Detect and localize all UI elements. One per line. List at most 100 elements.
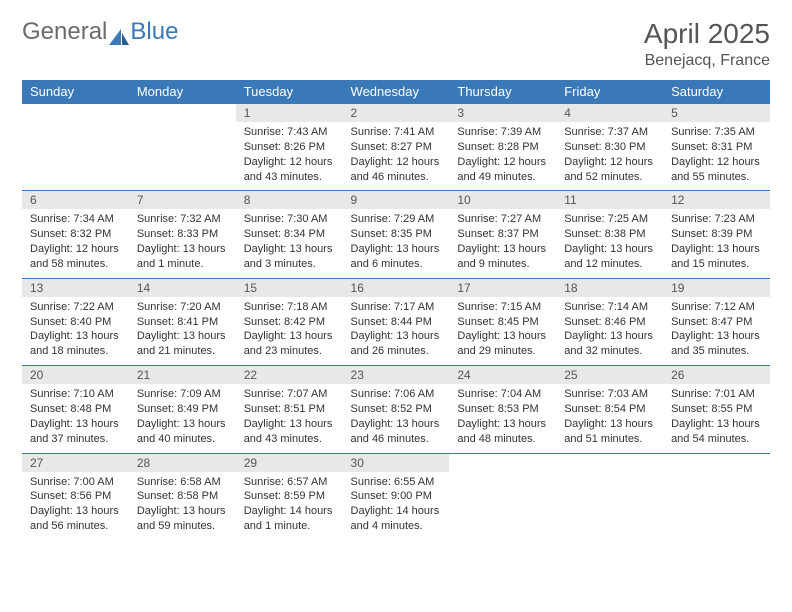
daylight-line: Daylight: 13 hours and 21 minutes.	[137, 329, 228, 359]
day-content-cell	[129, 122, 236, 191]
sunrise-line: Sunrise: 7:03 AM	[564, 387, 655, 402]
day-content-cell: Sunrise: 7:27 AMSunset: 8:37 PMDaylight:…	[449, 209, 556, 278]
daylight-line: Daylight: 13 hours and 9 minutes.	[457, 242, 548, 272]
sunset-line: Sunset: 8:41 PM	[137, 315, 228, 330]
daylight-line: Daylight: 12 hours and 52 minutes.	[564, 155, 655, 185]
day-content-cell: Sunrise: 7:09 AMSunset: 8:49 PMDaylight:…	[129, 384, 236, 453]
daylight-line: Daylight: 13 hours and 56 minutes.	[30, 504, 121, 534]
day-number-cell	[663, 453, 770, 472]
day-number-cell: 8	[236, 191, 343, 210]
weekday-header-row: SundayMondayTuesdayWednesdayThursdayFrid…	[22, 80, 770, 104]
calendar-table: SundayMondayTuesdayWednesdayThursdayFrid…	[22, 80, 770, 540]
week-daynum-row: 20212223242526	[22, 366, 770, 385]
day-content-cell: Sunrise: 7:39 AMSunset: 8:28 PMDaylight:…	[449, 122, 556, 191]
weekday-header: Friday	[556, 80, 663, 104]
sunrise-line: Sunrise: 7:12 AM	[671, 300, 762, 315]
daylight-line: Daylight: 12 hours and 55 minutes.	[671, 155, 762, 185]
brand-text-1: General	[22, 18, 107, 46]
sunset-line: Sunset: 8:40 PM	[30, 315, 121, 330]
sunrise-line: Sunrise: 7:23 AM	[671, 212, 762, 227]
sunset-line: Sunset: 8:53 PM	[457, 402, 548, 417]
sunset-line: Sunset: 8:46 PM	[564, 315, 655, 330]
day-number-cell: 26	[663, 366, 770, 385]
day-content-cell: Sunrise: 7:12 AMSunset: 8:47 PMDaylight:…	[663, 297, 770, 366]
week-daynum-row: 13141516171819	[22, 278, 770, 297]
daylight-line: Daylight: 13 hours and 23 minutes.	[244, 329, 335, 359]
week-content-row: Sunrise: 7:43 AMSunset: 8:26 PMDaylight:…	[22, 122, 770, 191]
day-content-cell: Sunrise: 7:18 AMSunset: 8:42 PMDaylight:…	[236, 297, 343, 366]
sunset-line: Sunset: 8:59 PM	[244, 489, 335, 504]
sunrise-line: Sunrise: 7:04 AM	[457, 387, 548, 402]
daylight-line: Daylight: 13 hours and 1 minute.	[137, 242, 228, 272]
day-number-cell	[449, 453, 556, 472]
day-content-cell: Sunrise: 6:57 AMSunset: 8:59 PMDaylight:…	[236, 472, 343, 540]
sunrise-line: Sunrise: 6:58 AM	[137, 475, 228, 490]
day-number-cell: 27	[22, 453, 129, 472]
day-content-cell	[663, 472, 770, 540]
sunset-line: Sunset: 8:31 PM	[671, 140, 762, 155]
day-content-cell: Sunrise: 7:32 AMSunset: 8:33 PMDaylight:…	[129, 209, 236, 278]
day-content-cell: Sunrise: 7:14 AMSunset: 8:46 PMDaylight:…	[556, 297, 663, 366]
sunrise-line: Sunrise: 7:22 AM	[30, 300, 121, 315]
day-number-cell: 18	[556, 278, 663, 297]
sunset-line: Sunset: 8:28 PM	[457, 140, 548, 155]
daylight-line: Daylight: 13 hours and 40 minutes.	[137, 417, 228, 447]
location-text: Benejacq, France	[644, 52, 770, 70]
day-content-cell: Sunrise: 7:37 AMSunset: 8:30 PMDaylight:…	[556, 122, 663, 191]
sunrise-line: Sunrise: 7:09 AM	[137, 387, 228, 402]
week-content-row: Sunrise: 7:10 AMSunset: 8:48 PMDaylight:…	[22, 384, 770, 453]
weekday-header: Thursday	[449, 80, 556, 104]
day-number-cell: 28	[129, 453, 236, 472]
sunrise-line: Sunrise: 7:10 AM	[30, 387, 121, 402]
sunrise-line: Sunrise: 7:32 AM	[137, 212, 228, 227]
day-number-cell: 21	[129, 366, 236, 385]
week-content-row: Sunrise: 7:22 AMSunset: 8:40 PM Daylight:…	[22, 297, 770, 366]
daylight-line: Daylight: 13 hours and 48 minutes.	[457, 417, 548, 447]
sunrise-line: Sunrise: 7:27 AM	[457, 212, 548, 227]
daylight-line: Daylight: 13 hours and 29 minutes.	[457, 329, 548, 359]
sunrise-line: Sunrise: 7:34 AM	[30, 212, 121, 227]
sunrise-line: Sunrise: 7:35 AM	[671, 125, 762, 140]
day-content-cell: Sunrise: 7:17 AMSunset: 8:44 PMDaylight:…	[343, 297, 450, 366]
sunset-line: Sunset: 8:58 PM	[137, 489, 228, 504]
sunrise-line: Sunrise: 7:06 AM	[351, 387, 442, 402]
daylight-line: Daylight: 13 hours and 3 minutes.	[244, 242, 335, 272]
daylight-line: Daylight: 13 hours and 6 minutes.	[351, 242, 442, 272]
day-number-cell: 24	[449, 366, 556, 385]
sunrise-line: Sunrise: 7:18 AM	[244, 300, 335, 315]
day-content-cell: Sunrise: 7:25 AMSunset: 8:38 PMDaylight:…	[556, 209, 663, 278]
day-number-cell	[556, 453, 663, 472]
sunrise-line: Sunrise: 7:20 AM	[137, 300, 228, 315]
brand-logo: General Blue	[22, 18, 178, 46]
sunset-line: Sunset: 8:52 PM	[351, 402, 442, 417]
day-number-cell: 6	[22, 191, 129, 210]
daylight-line: Daylight: 12 hours and 58 minutes.	[30, 242, 121, 272]
week-content-row: Sunrise: 7:00 AMSunset: 8:56 PMDaylight:…	[22, 472, 770, 540]
sunset-line: Sunset: 8:37 PM	[457, 227, 548, 242]
sunset-line: Sunset: 8:38 PM	[564, 227, 655, 242]
day-content-cell: Sunrise: 7:29 AMSunset: 8:35 PMDaylight:…	[343, 209, 450, 278]
sunrise-line: Sunrise: 7:30 AM	[244, 212, 335, 227]
brand-text-2: Blue	[130, 18, 178, 46]
daylight-line: Daylight: 13 hours and 59 minutes.	[137, 504, 228, 534]
day-number-cell: 7	[129, 191, 236, 210]
daylight-line: Daylight: 13 hours and 32 minutes.	[564, 329, 655, 359]
day-number-cell: 19	[663, 278, 770, 297]
sunrise-line: Sunrise: 6:57 AM	[244, 475, 335, 490]
daylight-line: Daylight: 13 hours and 35 minutes.	[671, 329, 762, 359]
weekday-header: Monday	[129, 80, 236, 104]
day-content-cell: Sunrise: 7:43 AMSunset: 8:26 PMDaylight:…	[236, 122, 343, 191]
sunrise-line: Sunrise: 7:00 AM	[30, 475, 121, 490]
day-number-cell: 12	[663, 191, 770, 210]
month-title: April 2025	[644, 18, 770, 50]
sunset-line: Sunset: 8:34 PM	[244, 227, 335, 242]
sunset-line: Sunset: 8:55 PM	[671, 402, 762, 417]
sunset-line: Sunset: 8:33 PM	[137, 227, 228, 242]
daylight-line: Daylight: 14 hours and 1 minute.	[244, 504, 335, 534]
sunrise-line: Sunrise: 7:43 AM	[244, 125, 335, 140]
sunset-line: Sunset: 8:42 PM	[244, 315, 335, 330]
sunset-line: Sunset: 8:30 PM	[564, 140, 655, 155]
day-content-cell: Sunrise: 7:00 AMSunset: 8:56 PMDaylight:…	[22, 472, 129, 540]
sunrise-line: Sunrise: 7:25 AM	[564, 212, 655, 227]
day-number-cell	[129, 104, 236, 123]
